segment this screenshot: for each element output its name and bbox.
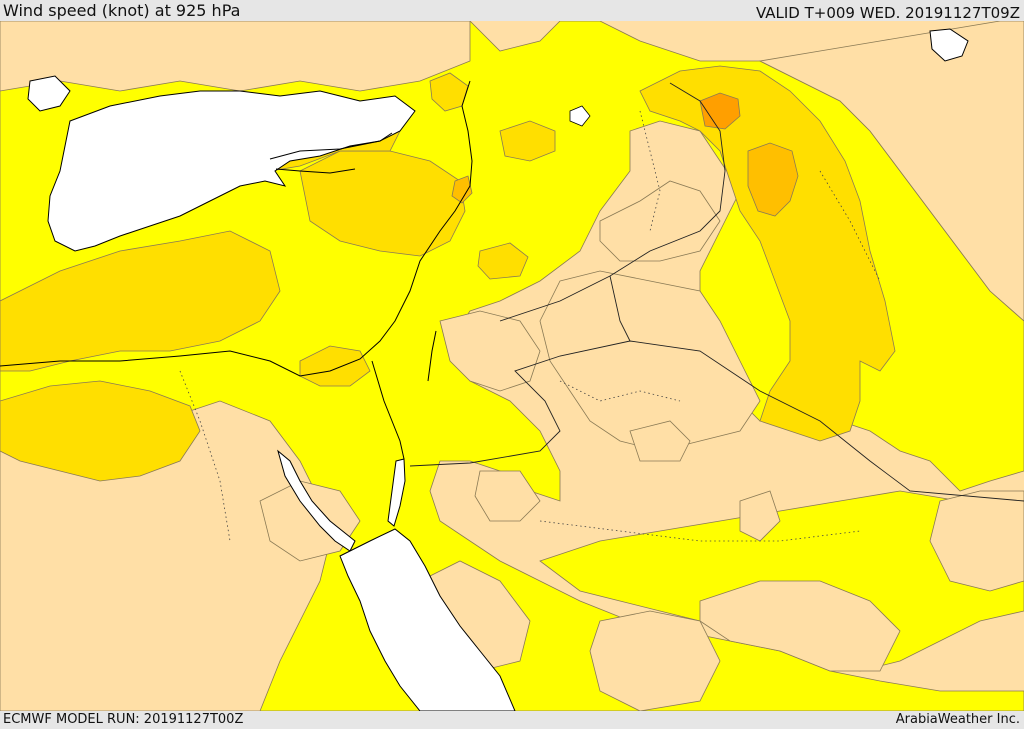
header-bar: Wind speed (knot) at 925 hPa VALID T+009…: [0, 0, 1024, 22]
highest-wind-core: [699, 92, 741, 130]
aegean-water: [27, 75, 71, 112]
map-title: Wind speed (knot) at 925 hPa: [3, 1, 241, 20]
credit: ArabiaWeather Inc.: [895, 712, 1020, 727]
political-borders: [409, 82, 1024, 502]
wind-speed-map: [0, 21, 1024, 711]
lake-tuz: [569, 105, 591, 127]
higher-wind-core: [747, 142, 799, 217]
coastlines: [0, 80, 473, 460]
valid-time: VALID T+009 WED. 20191127T09Z: [755, 4, 1020, 22]
mediterranean-sea: [47, 90, 416, 252]
administrative-boundaries: [179, 110, 881, 542]
caspian-sea: [929, 28, 969, 62]
high-wind-region: [639, 65, 896, 442]
footer-bar: ECMWF MODEL RUN: 20191127T00Z ArabiaWeat…: [0, 711, 1024, 729]
gulf-of-aqaba: [387, 458, 406, 527]
model-run: ECMWF MODEL RUN: 20191127T00Z: [3, 712, 244, 727]
low-wind-patch: [599, 180, 721, 262]
red-sea: [339, 528, 516, 711]
gulf-of-suez: [277, 449, 356, 552]
